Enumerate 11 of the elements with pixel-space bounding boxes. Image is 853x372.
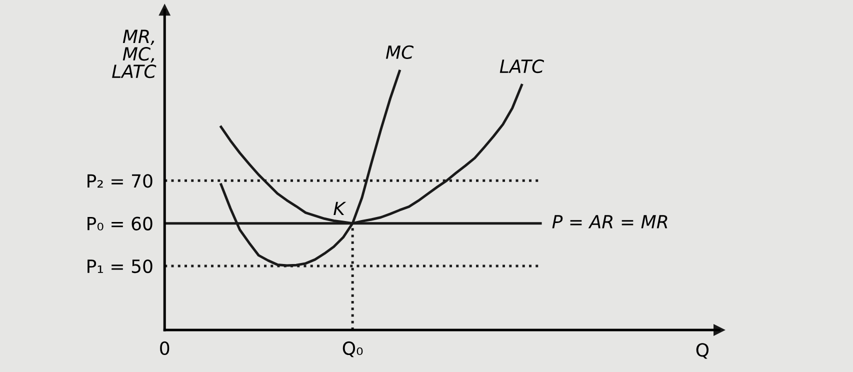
y-tick-label: P₂ = 70 — [88, 174, 152, 188]
series-label: MC — [386, 45, 414, 60]
y-tick-label: P₁ = 50 — [88, 259, 152, 274]
series-label: P = AR = MR — [552, 215, 668, 228]
x-axis-title: Q — [696, 343, 709, 359]
y-axis-title: MR, MC, LATC — [112, 30, 156, 78]
series-label: LATC — [500, 59, 544, 74]
y-tick-label: P₀ = 60 — [88, 216, 152, 230]
x-tick-label: 0 — [160, 341, 170, 356]
x-tick-label: Q₀ — [342, 341, 363, 358]
annotation: K — [334, 202, 346, 215]
